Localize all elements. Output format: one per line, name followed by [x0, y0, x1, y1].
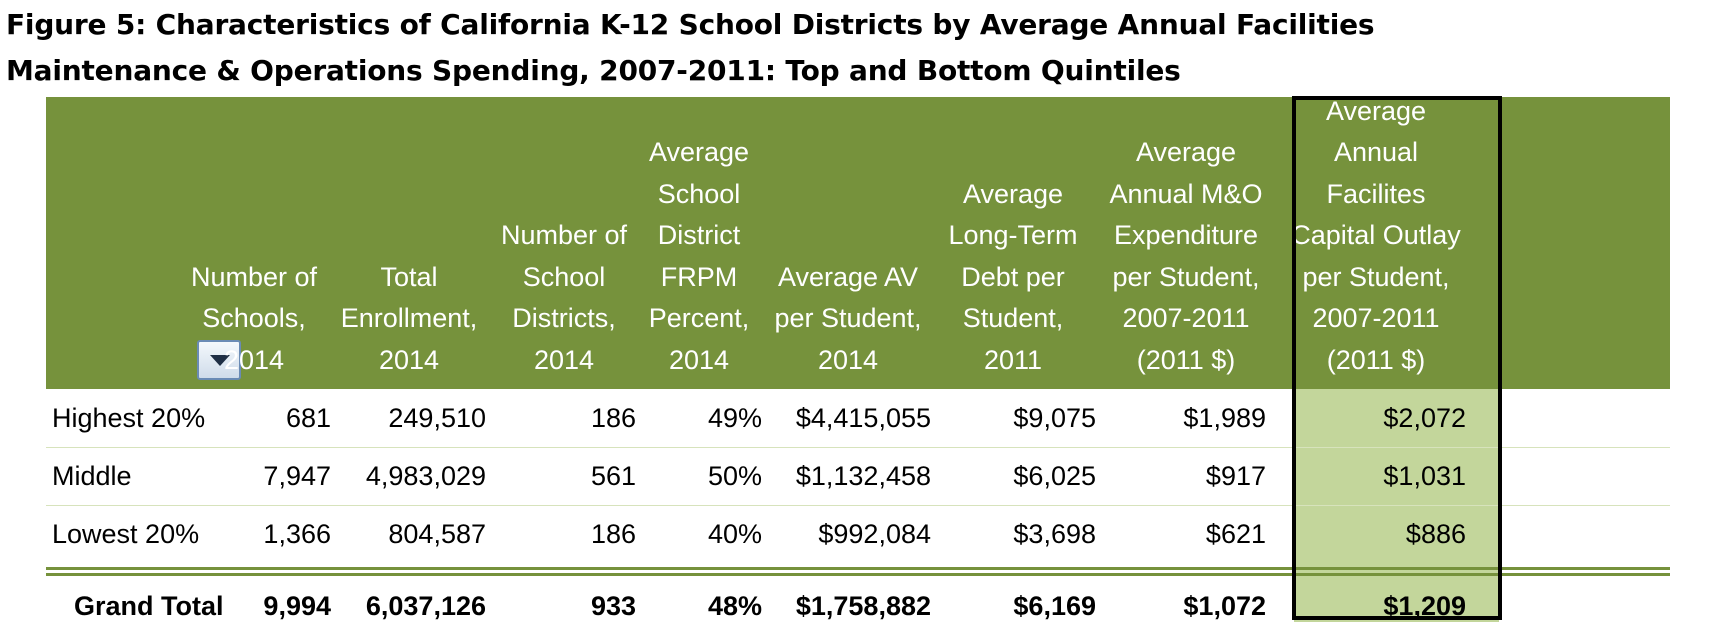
column-header-line: Number of: [190, 261, 318, 292]
column-header-line: Average AV: [777, 261, 919, 292]
column-header-line: 2014: [378, 344, 440, 375]
table-row: Highest 20% 681 249,510 186 49% $4,415,055 $9,…: [46, 389, 1670, 448]
table-cell: 1,366: [263, 519, 331, 549]
column-header-line: per Student,: [774, 303, 922, 333]
table-cell: 50%: [707, 461, 762, 491]
table-cell: 6,037,126: [365, 591, 486, 621]
table-row: Lowest 20% 1,366 804,587 186 40% $992,084 $3,6…: [46, 505, 1670, 563]
table-cell: 804,587: [388, 519, 486, 549]
table-cell: 40%: [707, 519, 762, 549]
column-header-line: Facilites: [1326, 178, 1426, 209]
table-cell: $4,415,055: [795, 403, 931, 433]
table-cell: $1,758,882: [795, 591, 931, 621]
column-header-line: (2011 $): [1136, 344, 1236, 375]
table-cell: 186: [590, 519, 636, 549]
table-header: Number of Schools, 2014 Total Enrollment, 201…: [46, 96, 1670, 389]
column-header-line: Expenditure: [1113, 220, 1259, 250]
column-header-5: Average AV per Student, 2014: [758, 97, 938, 389]
column-header-line: per Student,: [1112, 261, 1260, 292]
table-cell: 561: [590, 461, 636, 491]
table-cell: 186: [590, 403, 636, 433]
table-cell: $621: [1205, 519, 1266, 549]
column-header-line: Number of: [500, 220, 628, 250]
table-cell: $1,989: [1183, 403, 1266, 433]
table-cell: 4,983,029: [365, 461, 486, 491]
column-header-line: 2011: [983, 344, 1043, 375]
column-header-line: Annual M&O: [1109, 178, 1263, 209]
column-header-line: Schools,: [202, 303, 306, 333]
table-cell: 49%: [707, 403, 762, 433]
column-header-line: Debt per: [961, 261, 1065, 292]
column-header-line: 2007-2011: [1312, 303, 1440, 333]
column-header-4: Average School District FRPM Percent, 2014: [639, 97, 759, 389]
table-cell: $1,031: [1383, 461, 1466, 491]
table-cell: 9,994: [263, 591, 331, 621]
column-header-line: Total: [380, 261, 438, 292]
table-cell: 48%: [707, 591, 762, 621]
row-label: Grand Total: [74, 591, 224, 621]
grand-total-row: Grand Total 9,994 6,037,126 933 48% $1,758,88…: [46, 577, 1670, 635]
filter-dropdown-icon[interactable]: [197, 340, 241, 380]
column-header-3: Number of School Districts, 2014: [494, 97, 634, 389]
column-header-1: Number of Schools, 2014: [179, 97, 329, 389]
column-header-line: 2014: [533, 344, 595, 375]
column-header-line: Long-Term: [948, 220, 1078, 250]
table-row: Middle 7,947 4,983,029 561 50% $1,132,458 $6,0…: [46, 447, 1670, 506]
column-header-line: Districts,: [512, 303, 616, 333]
column-header-line: Annual: [1333, 137, 1419, 167]
figure-title-line-1: Figure 5: Characteristics of California …: [6, 8, 1375, 41]
column-header-line: Average: [648, 137, 750, 167]
column-header-line: 2014: [817, 344, 879, 375]
column-header-line: Percent,: [648, 303, 750, 333]
table-cell: $992,084: [818, 519, 931, 549]
column-header-line: 2014: [223, 344, 285, 375]
column-header-2: Total Enrollment, 2014: [334, 97, 484, 389]
column-header-line: 2007-2011: [1122, 303, 1250, 333]
table-cell: $886: [1405, 519, 1466, 549]
table-cell: 681: [285, 403, 331, 433]
column-header-8: Average Annual Facilites Capital Outlay per …: [1276, 96, 1476, 389]
total-separator-line: [46, 567, 1670, 576]
column-header-7: Average Annual M&O Expenditure per Student,…: [1096, 97, 1276, 389]
column-header-line: Average: [1325, 95, 1427, 126]
column-header-line: Average: [962, 178, 1064, 209]
column-header-line: Enrollment,: [340, 303, 478, 333]
column-header-line: 2014: [668, 344, 730, 375]
column-header-line: Student,: [962, 303, 1064, 333]
table-cell: 7,947: [263, 461, 331, 491]
column-header-line: School: [522, 261, 606, 292]
table-cell: $6,169: [1013, 591, 1096, 621]
table-cell: $1,209: [1383, 591, 1466, 621]
column-header-line: (2011 $): [1326, 344, 1426, 375]
column-header-6: Average Long-Term Debt per Student, 2011: [938, 97, 1088, 389]
table-cell: $1,132,458: [795, 461, 931, 491]
table-cell: $2,072: [1383, 403, 1466, 433]
table-cell: $9,075: [1013, 403, 1096, 433]
table-cell: 249,510: [388, 403, 486, 433]
column-header-line: Capital Outlay: [1291, 220, 1461, 250]
row-label: Middle: [52, 461, 132, 491]
table-cell: $3,698: [1013, 519, 1096, 549]
figure-title: Figure 5: Characteristics of California …: [6, 2, 1706, 94]
column-header-line: Average: [1135, 137, 1237, 167]
row-label: Highest 20%: [52, 403, 206, 433]
column-header-line: School: [657, 178, 741, 209]
column-header-line: FRPM: [660, 261, 738, 292]
table-cell: $6,025: [1013, 461, 1096, 491]
table-cell: $917: [1205, 461, 1266, 491]
column-header-line: per Student,: [1302, 261, 1450, 292]
column-header-line: District: [657, 220, 741, 250]
figure-title-line-2: Maintenance & Operations Spending, 2007-…: [6, 54, 1181, 87]
table-cell: 933: [590, 591, 636, 621]
table-cell: $1,072: [1183, 591, 1266, 621]
row-label: Lowest 20%: [52, 519, 200, 549]
